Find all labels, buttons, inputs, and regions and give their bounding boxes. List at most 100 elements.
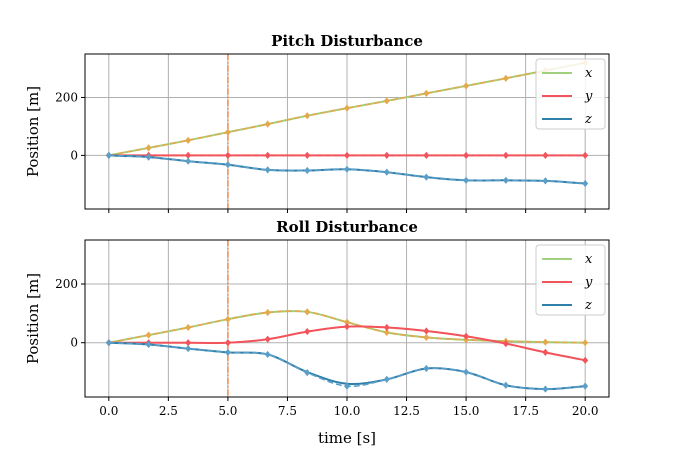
x-tick-label: 5.0 — [218, 404, 237, 418]
y-axis-label: Position [m] — [24, 86, 42, 177]
marker-y — [423, 327, 430, 335]
x-tick-label: 12.5 — [393, 404, 420, 418]
chart-panel-1: 0 200 Pitch Disturbance Position [m] xyz — [24, 32, 610, 213]
marker-z — [224, 161, 231, 169]
x-tick-label: 15.0 — [453, 404, 480, 418]
marker-x — [185, 136, 192, 144]
marker-z — [264, 350, 271, 359]
marker-x — [423, 89, 430, 98]
marker-z — [145, 153, 152, 161]
marker-y — [304, 151, 311, 160]
marker-y — [304, 327, 311, 336]
marker-z — [463, 176, 470, 184]
series-group — [105, 59, 589, 188]
marker-y — [185, 339, 192, 347]
legend: xyz — [535, 244, 606, 316]
marker-y — [582, 356, 589, 364]
marker-z — [105, 151, 112, 160]
marker-y — [185, 151, 192, 160]
marker-y — [502, 339, 509, 348]
marker-y — [582, 151, 589, 160]
marker-x — [344, 104, 350, 112]
y-tick-label: 0 — [70, 148, 78, 162]
x-tick-label: 7.5 — [278, 404, 297, 418]
y-axis-label: Position [m] — [24, 273, 42, 364]
legend-box — [535, 244, 606, 316]
marker-y — [264, 151, 271, 160]
marker-z — [423, 364, 430, 373]
y-tick-label: 200 — [55, 277, 78, 291]
marker-y — [542, 151, 549, 160]
marker-x — [344, 318, 350, 326]
marker-y — [383, 151, 390, 160]
marker-z — [145, 340, 152, 349]
marker-y — [463, 332, 470, 340]
marker-x — [383, 328, 390, 337]
marker-x — [224, 128, 231, 136]
marker-y — [224, 151, 231, 160]
x-tick-label: 17.5 — [512, 404, 539, 418]
x-tick-label: 2.5 — [159, 404, 178, 418]
marker-y — [542, 348, 549, 356]
x-tick-label: 10.0 — [334, 404, 361, 418]
marker-x — [264, 308, 271, 317]
marker-y — [224, 339, 231, 347]
chart-title: Roll Disturbance — [276, 218, 418, 236]
marker-y — [344, 151, 350, 160]
y-tick-label: 200 — [55, 90, 78, 104]
marker-z — [542, 177, 549, 185]
marker-z — [304, 166, 311, 175]
marker-z — [463, 368, 470, 376]
x-tick-label: 0.0 — [99, 404, 118, 418]
marker-x — [145, 144, 152, 152]
marker-x — [304, 308, 311, 316]
legend-label-z: z — [584, 112, 592, 127]
legend-box — [535, 58, 606, 130]
marker-x — [502, 74, 509, 82]
marker-x — [463, 82, 470, 90]
marker-z — [224, 348, 231, 356]
marker-z — [502, 176, 509, 184]
legend: xyz — [535, 58, 606, 130]
marker-z — [264, 166, 271, 174]
marker-z — [423, 173, 430, 181]
marker-y — [423, 151, 430, 160]
marker-z — [502, 381, 509, 389]
marker-z — [105, 339, 112, 347]
marker-y — [383, 323, 390, 332]
y-tick-label: 0 — [70, 336, 78, 350]
marker-x — [582, 339, 589, 347]
marker-z — [582, 382, 589, 390]
marker-x — [304, 112, 311, 120]
marker-z — [185, 344, 192, 353]
series-group — [105, 308, 589, 393]
marker-x — [264, 120, 271, 128]
marker-x — [185, 323, 192, 332]
legend-label-x: x — [585, 252, 593, 267]
marker-z — [542, 385, 549, 393]
marker-x — [383, 97, 390, 105]
marker-y — [502, 151, 509, 160]
marker-z — [383, 168, 390, 176]
marker-z — [582, 179, 589, 188]
legend-label-z: z — [584, 298, 592, 313]
marker-x — [423, 333, 430, 342]
marker-z — [383, 375, 390, 383]
legend-label-y: y — [584, 89, 593, 104]
marker-y — [463, 151, 470, 160]
marker-z — [185, 157, 192, 165]
chart-title: Pitch Disturbance — [271, 32, 423, 50]
marker-x — [542, 338, 549, 346]
marker-x — [224, 315, 231, 323]
x-axis-label: time [s] — [318, 429, 376, 447]
marker-z — [304, 369, 311, 377]
legend-label-y: y — [584, 275, 593, 290]
marker-z — [344, 382, 350, 390]
marker-y — [264, 335, 271, 343]
x-tick-label: 20.0 — [572, 404, 599, 418]
marker-x — [145, 331, 152, 339]
chart-panel-2: 0 200 0.0 2.5 5.0 7.5 10.0 12.5 15.0 17.5 20.0 Roll… — [24, 218, 610, 447]
legend-label-x: x — [585, 66, 593, 81]
marker-y — [344, 322, 350, 331]
